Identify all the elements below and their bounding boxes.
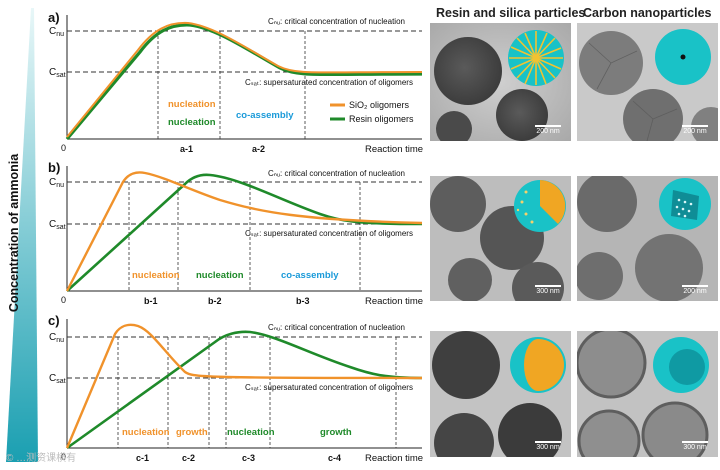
c-sat-annotation: Cₛₐₜ: supersaturated concentration of ol… bbox=[245, 229, 413, 238]
panel-c: c) Cnu Csat 0 Cₙᵤ: critical concentratio… bbox=[48, 313, 423, 464]
phase-label: nucleation bbox=[196, 270, 244, 281]
panel-letter: b) bbox=[48, 160, 60, 175]
c-nu-annotation: Cₙᵤ: critical concentration of nucleatio… bbox=[268, 323, 405, 332]
scale-bar: 200 nm bbox=[682, 125, 708, 135]
x-axis-label: Reaction time bbox=[365, 453, 423, 464]
tem-image-b-resin-silica: 300 nm bbox=[430, 176, 571, 301]
resin-curve bbox=[66, 330, 423, 450]
column-title-carbon: Carbon nanoparticles bbox=[583, 6, 712, 20]
silica-curve bbox=[65, 171, 423, 292]
scale-bar: 300 nm bbox=[682, 441, 708, 451]
x-axis-label: Reaction time bbox=[365, 144, 423, 155]
tem-image-a-carbon: 200 nm bbox=[577, 23, 718, 141]
origin-label: 0 bbox=[61, 295, 66, 305]
tem-image-a-resin-silica: 200 nm bbox=[430, 23, 571, 141]
panel-letter: c) bbox=[48, 313, 60, 328]
c-sat-annotation: Cₛₐₜ: supersaturated concentration of ol… bbox=[245, 383, 413, 392]
watermark: © …测资课横有 bbox=[6, 453, 77, 464]
time-point-label: c-2 bbox=[182, 453, 195, 463]
phase-label: co-assembly bbox=[236, 110, 294, 121]
scale-bar: 300 nm bbox=[535, 285, 561, 295]
tem-image-c-resin-silica: 300 nm bbox=[430, 331, 571, 457]
time-point-label: b-3 bbox=[296, 296, 310, 306]
phase-label: nucleation bbox=[132, 270, 180, 281]
silica-curve bbox=[66, 21, 423, 138]
column-title-resin-silica: Resin and silica particles bbox=[436, 6, 586, 20]
time-point-label: c-3 bbox=[242, 453, 255, 463]
panel-a: a) Cnu Csat 0 Cₙᵤ: critical concentratio… bbox=[48, 10, 423, 155]
scale-bar: 200 nm bbox=[682, 285, 708, 295]
origin-label: 0 bbox=[61, 452, 66, 462]
ammonia-axis-label: Concentration of ammonia bbox=[7, 153, 21, 313]
silica-curve bbox=[65, 323, 423, 449]
x-axis-label: Reaction time bbox=[365, 296, 423, 307]
c-sat-annotation: Cₛₐₜ: supersaturated concentration of ol… bbox=[245, 78, 413, 87]
c-nu-annotation: Cₙᵤ: critical concentration of nucleatio… bbox=[268, 169, 405, 178]
panel-b: b) Cnu Csat 0 Cₙᵤ: critical concentratio… bbox=[48, 160, 423, 307]
tem-image-c-carbon: 300 nm bbox=[577, 331, 718, 457]
c-nu-label: Cnu bbox=[49, 26, 64, 38]
phase-label: nucleation bbox=[168, 99, 216, 110]
scale-bar: 300 nm bbox=[535, 441, 561, 451]
legend-label-silica: SiO₂ oligomers bbox=[349, 100, 410, 110]
resin-curve bbox=[66, 173, 423, 292]
phase-label: nucleation bbox=[168, 117, 216, 128]
time-point-label: c-1 bbox=[136, 453, 149, 463]
scale-bar: 200 nm bbox=[535, 125, 561, 135]
phase-label: co-assembly bbox=[281, 270, 339, 281]
legend-label-resin: Resin oligomers bbox=[349, 114, 414, 124]
c-nu-label: Cnu bbox=[49, 177, 64, 189]
phase-label: growth bbox=[320, 427, 352, 438]
time-point-label: a-2 bbox=[252, 144, 265, 154]
c-sat-label: Csat bbox=[49, 373, 66, 385]
ammonia-gradient-wedge bbox=[6, 8, 38, 462]
c-sat-label: Csat bbox=[49, 219, 66, 231]
time-point-label: c-4 bbox=[328, 453, 341, 463]
panel-letter: a) bbox=[48, 10, 60, 25]
c-sat-label: Csat bbox=[49, 67, 66, 79]
origin-label: 0 bbox=[61, 143, 66, 153]
phase-label: growth bbox=[176, 427, 208, 438]
time-point-label: b-1 bbox=[144, 296, 158, 306]
phase-label: nucleation bbox=[122, 427, 170, 438]
time-point-label: a-1 bbox=[180, 144, 193, 154]
time-point-label: b-2 bbox=[208, 296, 222, 306]
c-nu-label: Cnu bbox=[49, 332, 64, 344]
tem-image-b-carbon: 200 nm bbox=[577, 176, 718, 301]
phase-label: nucleation bbox=[227, 427, 275, 438]
c-nu-annotation: Cₙᵤ: critical concentration of nucleatio… bbox=[268, 17, 405, 26]
